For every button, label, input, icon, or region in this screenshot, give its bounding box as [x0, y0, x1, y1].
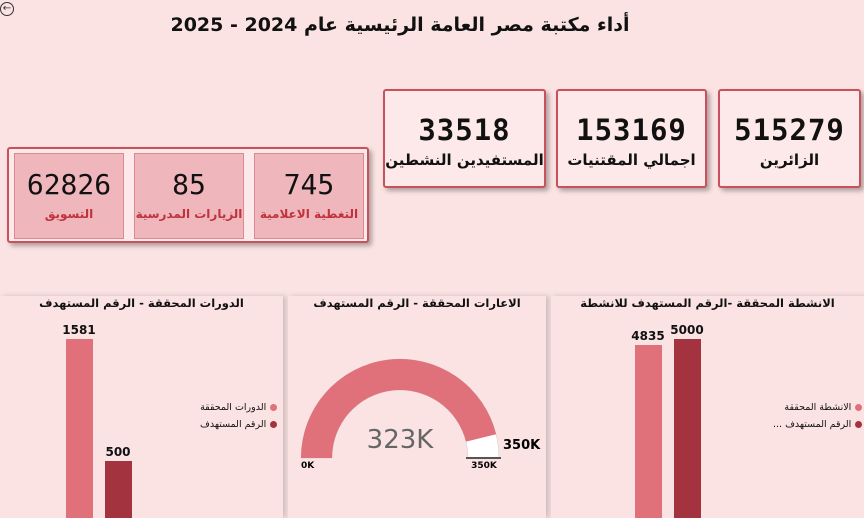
data-label-achieved: 4835	[631, 328, 665, 343]
bar-target[interactable]	[674, 339, 701, 518]
kpi-value: 85	[172, 168, 206, 201]
kpi-label: التسويق	[44, 207, 94, 221]
legend-label: الرقم المستهدف ...	[773, 419, 852, 430]
kpi-label: اجمالي المقتنيات	[567, 151, 696, 169]
bar-achieved[interactable]	[66, 339, 93, 518]
legend-item[interactable]: الرقم المستهدف ...	[773, 419, 863, 430]
kpi-value: 515279	[734, 113, 845, 147]
legend-dot	[855, 421, 863, 428]
kpi-school-visits: 85 الزيارات المدرسية	[134, 153, 244, 239]
chart-activities-panel: الانشطة المحققة -الرقم المستهدف للانشطة …	[551, 296, 864, 518]
chart-legend: الانشطة المحققة الرقم المستهدف ...	[773, 402, 863, 436]
gauge-value-label: 323K	[367, 425, 435, 455]
data-label-target: 5000	[670, 323, 704, 337]
kpi-collections: 153169 اجمالي المقتنيات	[556, 89, 707, 188]
legend-item[interactable]: الرقم المستهدف	[200, 419, 278, 430]
data-label-achieved: 1581	[62, 323, 96, 337]
kpi-label: الزائرين	[759, 151, 820, 169]
gauge-max-label: 350K	[471, 461, 498, 471]
legend-item[interactable]: الدورات المحققة	[200, 402, 278, 413]
kpi-value: 62826	[26, 168, 112, 201]
kpi-value: 33518	[418, 113, 511, 147]
kpi-visitors: 515279 الزائرين	[718, 89, 861, 188]
kpi-active-beneficiaries: 33518 المستفيدين النشطين	[383, 89, 546, 188]
chart-title: الانشطة المحققة -الرقم المستهدف للانشطة	[580, 296, 835, 310]
chart-title: الاعارات المحققة - الرقم المستهدف	[313, 296, 521, 310]
kpi-label: المستفيدين النشطين	[385, 151, 544, 169]
page-title: أداء مكتبة مصر العامة الرئيسية عام 2024 …	[170, 14, 630, 36]
bar-achieved[interactable]	[635, 344, 662, 518]
chart-loans-panel: الاعارات المحققة - الرقم المستهدف 323K 0…	[288, 296, 546, 518]
gauge-min-label: 0K	[301, 461, 315, 471]
chart-legend: الدورات المحققة الرقم المستهدف	[200, 402, 278, 436]
kpi-label: التغطية الاعلامية	[259, 207, 359, 221]
kpi-marketing: 62826 التسويق	[14, 153, 124, 239]
legend-dot	[855, 404, 863, 411]
gauge-value-arc	[301, 359, 497, 458]
data-label-target: 500	[105, 445, 131, 460]
kpi-group: 745 التغطية الاعلامية 85 الزيارات المدرس…	[7, 147, 369, 243]
kpi-value: 153169	[576, 113, 687, 147]
bar-target[interactable]	[105, 461, 132, 518]
legend-dot	[270, 421, 278, 428]
gauge-target-label: 350K	[503, 438, 541, 453]
kpi-media-coverage: 745 التغطية الاعلامية	[254, 153, 364, 239]
back-arrow-icon[interactable]: ←	[0, 2, 14, 16]
chart-title: الدورات المحققة - الرقم المستهدف	[39, 296, 244, 310]
legend-item[interactable]: الانشطة المحققة	[773, 402, 863, 413]
legend-label: الرقم المستهدف	[200, 419, 267, 430]
kpi-label: الزيارات المدرسية	[135, 207, 243, 221]
gauge-chart: 323K 0K 350K 350K	[300, 358, 541, 471]
legend-dot	[270, 404, 278, 411]
legend-label: الدورات المحققة	[200, 402, 267, 413]
kpi-value: 745	[283, 168, 335, 201]
chart-courses-panel: الدورات المحققة - الرقم المستهدف 1581 50…	[0, 296, 283, 518]
legend-label: الانشطة المحققة	[784, 402, 852, 413]
